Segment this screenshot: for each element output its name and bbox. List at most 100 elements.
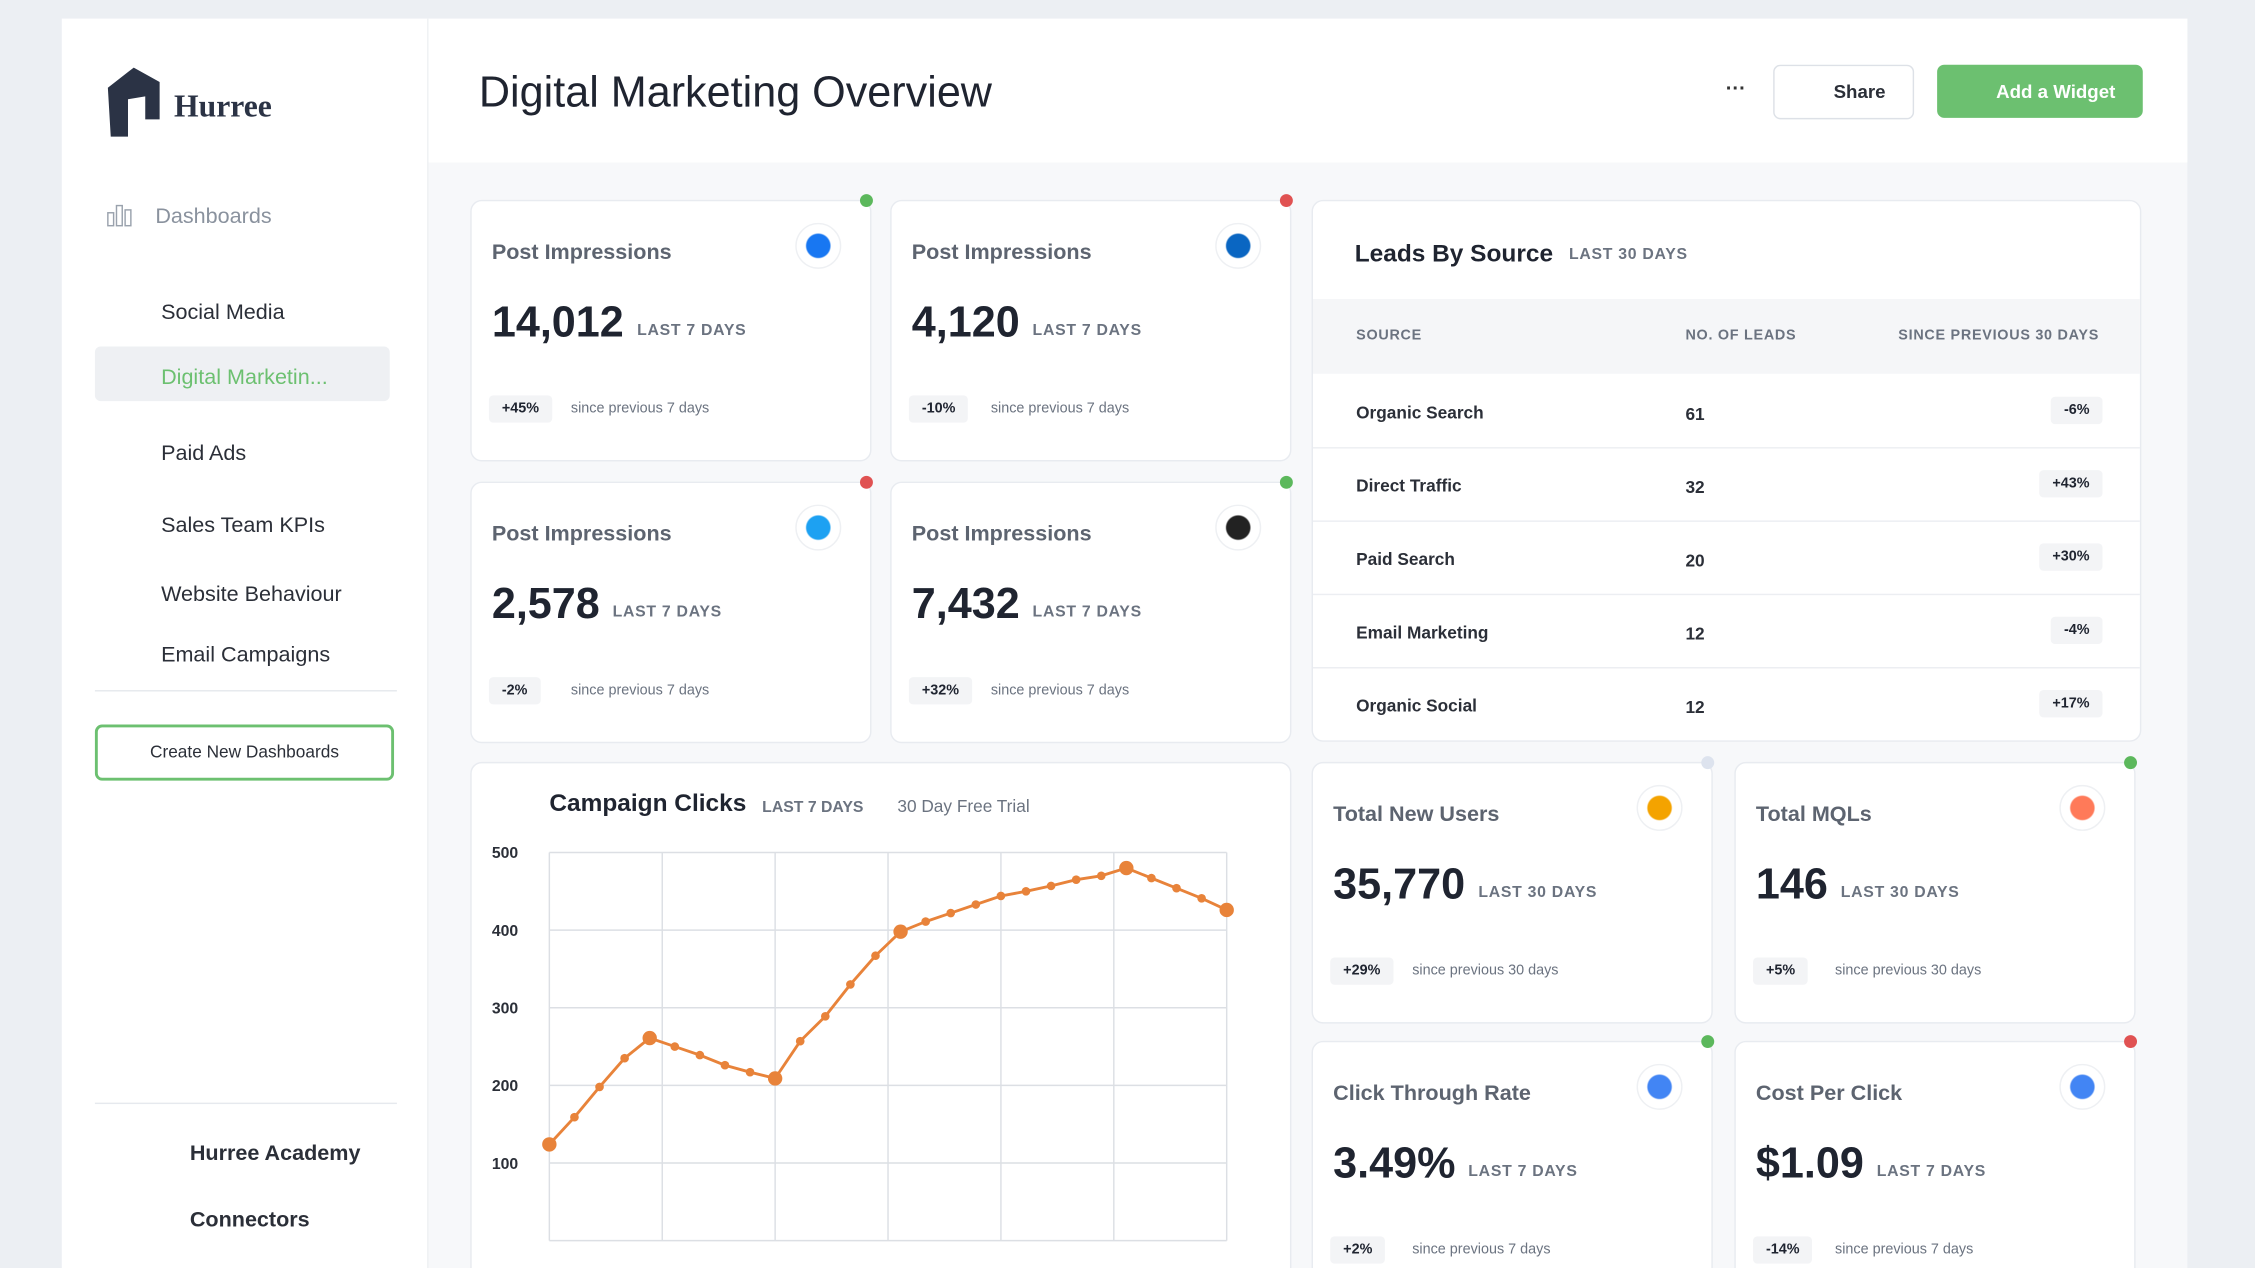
- lead-count: 20: [1685, 550, 1705, 571]
- card-period: LAST 7 DAYS: [1032, 603, 1142, 622]
- row-line: [1312, 667, 2140, 669]
- card-value: 14,012: [491, 299, 624, 347]
- add-widget-button[interactable]: Add a Widget: [1937, 64, 2143, 118]
- column-header: SOURCE: [1356, 327, 1422, 344]
- divider: [94, 690, 397, 692]
- table-head: [1312, 299, 2140, 374]
- sidebar: Hurree Dashboards Social Media Digital Ma…: [61, 18, 429, 1268]
- card-period: LAST 30 DAYS: [1478, 884, 1598, 902]
- nav-item[interactable]: Sales Team KPIs: [161, 513, 325, 538]
- footer-link[interactable]: Hurree Academy: [189, 1141, 361, 1166]
- point: [1119, 860, 1134, 876]
- change-badge: +43%: [2039, 470, 2103, 498]
- point: [996, 891, 1006, 901]
- point: [921, 917, 930, 926]
- card-period: LAST 7 DAYS: [612, 603, 722, 622]
- change-badge: -14%: [1753, 1236, 1813, 1264]
- share-button[interactable]: Share: [1773, 64, 1915, 120]
- y-tick-label: 300: [492, 1001, 519, 1018]
- nav-item[interactable]: Website Behaviour: [161, 582, 342, 607]
- change-badge: -4%: [2051, 616, 2103, 645]
- card-icon: [1215, 504, 1262, 551]
- nav-item[interactable]: Digital Marketin...: [161, 365, 328, 390]
- footer-link[interactable]: Connectors: [189, 1207, 310, 1233]
- point: [595, 1082, 604, 1092]
- change-badge: +45%: [488, 395, 553, 423]
- nav-active-bg: [94, 346, 390, 402]
- card-label: Post Impressions: [911, 240, 1092, 265]
- nav-item[interactable]: Email Campaigns: [161, 642, 331, 668]
- status-dot: [1701, 756, 1715, 770]
- create-button[interactable]: Create New Dashboards: [94, 724, 395, 781]
- lead-count: 61: [1685, 403, 1705, 425]
- source-name: Organic Search: [1356, 402, 1484, 423]
- nav-item[interactable]: Social Media: [161, 300, 285, 325]
- point: [1172, 883, 1181, 893]
- point: [767, 1071, 783, 1086]
- card-label: Post Impressions: [911, 521, 1092, 547]
- row-line: [1312, 447, 2140, 449]
- logo-icon: [107, 67, 160, 137]
- y-tick-label: 500: [492, 845, 519, 862]
- since-text: since previous 7 days: [990, 401, 1130, 417]
- point: [745, 1067, 755, 1077]
- point: [1219, 902, 1234, 918]
- status-dot: [1701, 1035, 1715, 1049]
- card-label: Total New Users: [1333, 802, 1500, 827]
- point: [1147, 873, 1156, 883]
- source-name: Organic Social: [1356, 695, 1477, 716]
- card-value: 7,432: [911, 580, 1020, 629]
- point: [1197, 893, 1206, 903]
- chart-annotation: 30 Day Free Trial: [897, 796, 1029, 816]
- source-name: Paid Search: [1356, 549, 1455, 570]
- nav-item[interactable]: Paid Ads: [161, 441, 247, 466]
- column-header: SINCE PREVIOUS 30 DAYS: [1898, 327, 2100, 344]
- status-dot: [859, 194, 873, 208]
- since-text: since previous 7 days: [1835, 1242, 1974, 1258]
- leads-period: LAST 30 DAYS: [1568, 245, 1688, 264]
- row-line: [1312, 593, 2140, 596]
- kpi-card: Total MQLs 146 LAST 30 DAYS +5% since previo…: [1734, 761, 2136, 1024]
- since-text: since previous 30 days: [1835, 963, 1982, 980]
- point: [720, 1060, 730, 1070]
- since-text: since previous 7 days: [570, 401, 710, 417]
- change-badge: +2%: [1330, 1236, 1386, 1264]
- card-value: 35,770: [1333, 861, 1466, 909]
- kpi-card: Post Impressions 4,120 LAST 7 DAYS -10% sinc…: [890, 199, 1292, 462]
- status-dot: [859, 475, 873, 489]
- status-dot: [1279, 194, 1293, 208]
- since-text: since previous 30 days: [1412, 963, 1559, 980]
- line: [548, 866, 1228, 1146]
- change-badge: +30%: [2039, 543, 2103, 571]
- divider: [94, 1102, 397, 1105]
- card-label: Post Impressions: [491, 240, 672, 265]
- chart: Campaign Clicks LAST 7 DAYS 30 Day Free …: [492, 790, 1234, 1242]
- card-period: LAST 7 DAYS: [637, 322, 747, 340]
- point: [893, 924, 908, 939]
- more-button[interactable]: ···: [1725, 76, 1746, 100]
- point: [642, 1030, 657, 1046]
- card-label: Post Impressions: [491, 521, 672, 547]
- lead-count: 32: [1685, 477, 1705, 498]
- point: [971, 900, 981, 909]
- card-value: 146: [1755, 861, 1828, 909]
- section-label: Dashboards: [155, 204, 272, 229]
- kpi-card: Total New Users 35,770 LAST 30 DAYS +29% sin…: [1311, 761, 1713, 1024]
- point: [1046, 881, 1056, 891]
- page-title: Digital Marketing Overview: [478, 69, 992, 117]
- chart-card: Campaign Clicks LAST 7 DAYS 30 Day Free …: [470, 761, 1292, 1268]
- change-badge: +29%: [1330, 957, 1394, 985]
- card-icon: [2059, 1063, 2106, 1110]
- point: [670, 1042, 680, 1051]
- status-dot: [2124, 1035, 2138, 1049]
- card-value: 2,578: [491, 580, 600, 629]
- point: [871, 951, 880, 961]
- change-badge: -2%: [488, 677, 541, 705]
- change-badge: -6%: [2051, 396, 2103, 425]
- status-dot: [1279, 475, 1293, 489]
- kpi-card: Click Through Rate 3.49% LAST 7 DAYS +2% sin…: [1311, 1040, 1713, 1268]
- chart-subtitle: LAST 7 DAYS: [762, 799, 863, 816]
- since-text: since previous 7 days: [990, 682, 1130, 699]
- point: [820, 1011, 830, 1021]
